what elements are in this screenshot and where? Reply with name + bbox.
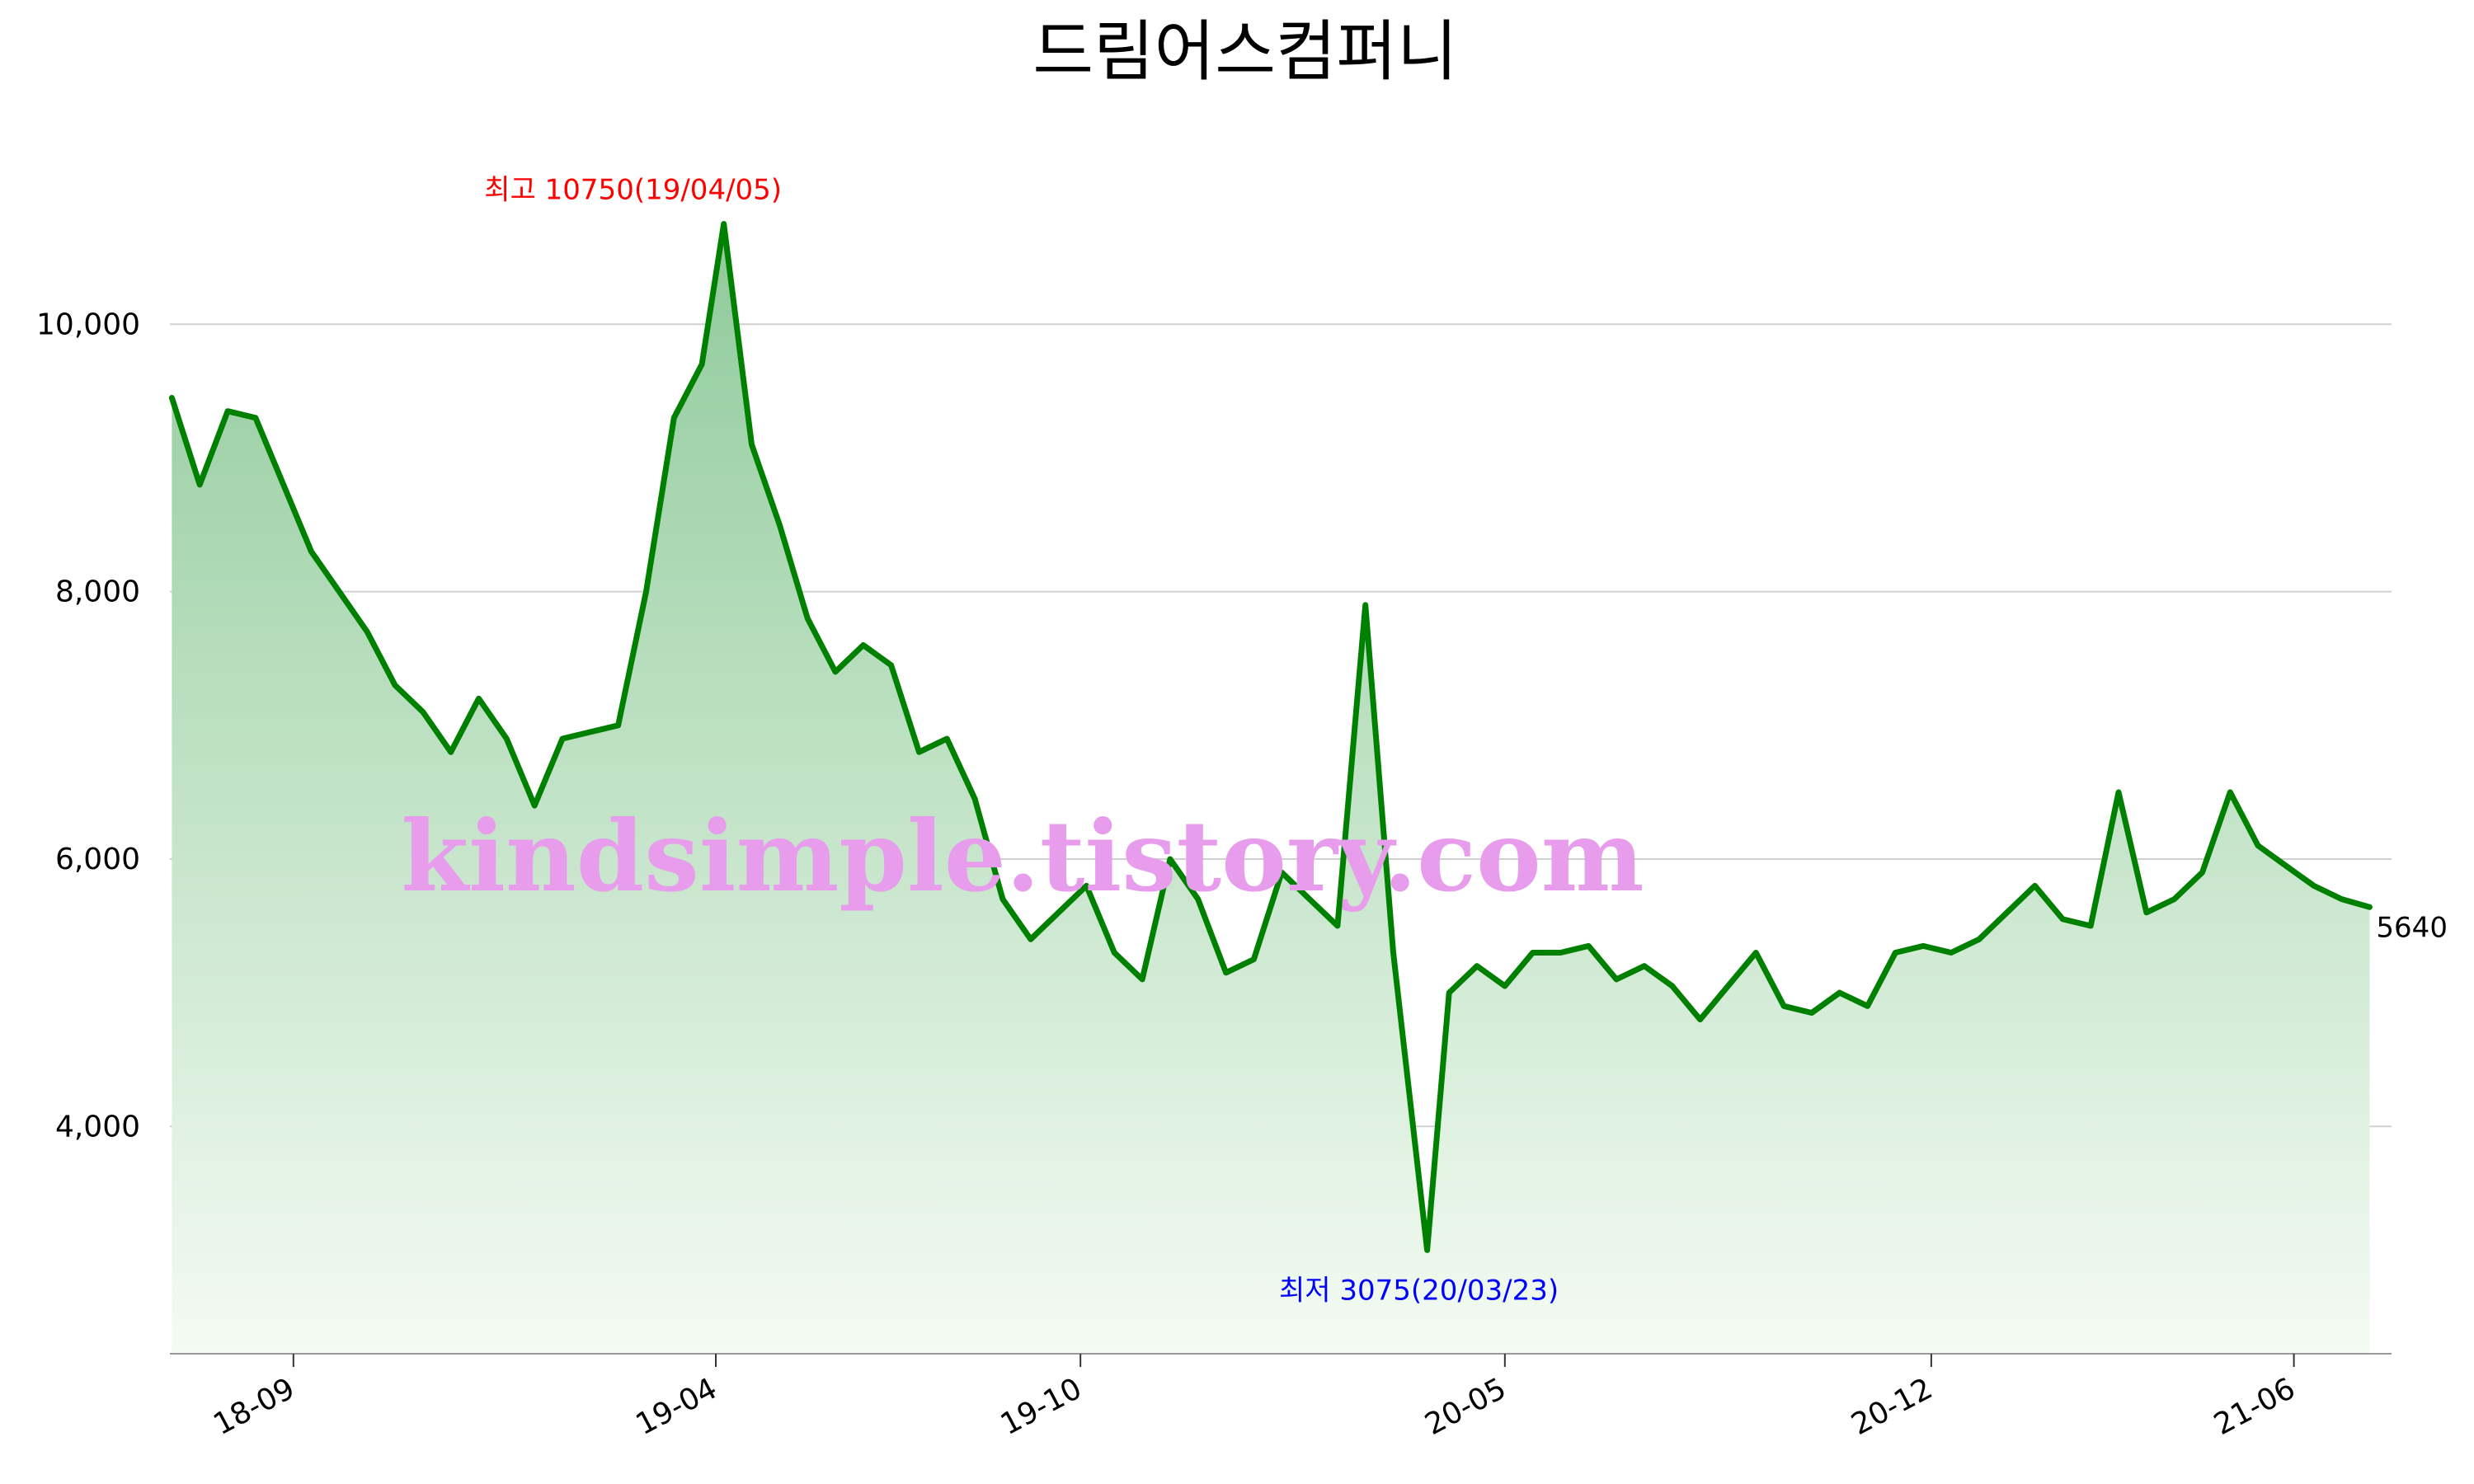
chart-title: 드림어스컴퍼니 [1032,13,1457,90]
x-tick-label: 18-09 [208,1372,300,1442]
max-annotation: 최고 10750(19/04/05) [484,174,782,207]
y-tick-label: 8,000 [55,575,140,609]
annotations: 최고 10750(19/04/05) 최저 3075(20/03/23) 5640 [484,174,2448,1308]
watermark-text: kindsimple.tistory.com [401,799,1644,913]
price-line [168,221,2373,1253]
x-tick-label: 19-04 [631,1372,723,1442]
x-tick-label: 19-10 [995,1372,1088,1442]
y-tick-label: 10,000 [36,308,140,341]
x-axis: 18-09 19-04 19-10 20-05 20-12 21-06 [208,1354,2301,1442]
min-annotation: 최저 3075(20/03/23) [1279,1274,1559,1307]
y-tick-label: 4,000 [55,1110,140,1144]
x-tick-label: 20-05 [1419,1372,1512,1442]
y-tick-label: 6,000 [55,843,140,876]
x-tick-label: 21-06 [2208,1372,2301,1442]
last-value-label: 5640 [2376,911,2448,944]
x-tick-label: 20-12 [1846,1372,1938,1442]
price-area-fill [172,223,2370,1355]
y-axis: 4,000 6,000 8,000 10,000 [36,308,140,1144]
